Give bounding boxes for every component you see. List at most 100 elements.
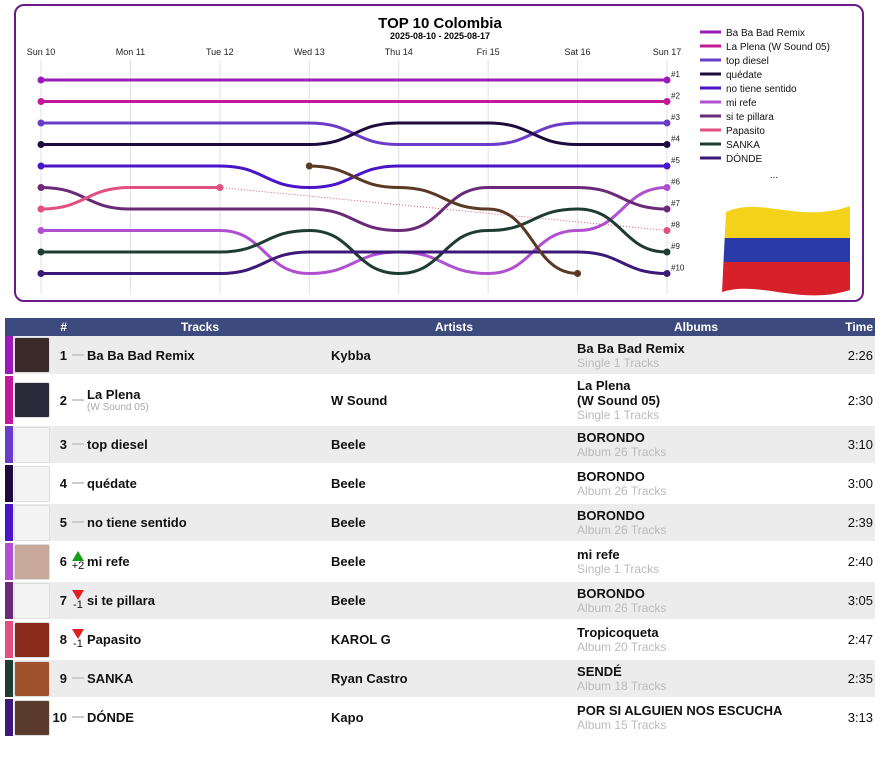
album-title[interactable]: SENDÉ xyxy=(577,664,622,679)
artist-cell[interactable]: Beele xyxy=(331,542,578,582)
track-title[interactable]: mi refe xyxy=(87,554,130,569)
album-title[interactable]: mi refe xyxy=(577,547,620,562)
album-cell[interactable]: POR SI ALGUIEN NOS ESCUCHA Album 15 Track… xyxy=(577,698,816,738)
artist-cell[interactable]: Ryan Castro xyxy=(331,659,578,699)
album-cover-icon[interactable] xyxy=(14,621,50,658)
artist-cell[interactable]: Beele xyxy=(331,581,578,621)
x-tick-label: Wed 13 xyxy=(294,47,325,57)
album-cell[interactable]: BORONDO Album 26 Tracks xyxy=(577,464,816,504)
track-cell[interactable]: si te pillara xyxy=(87,581,332,621)
artist-cell[interactable]: Beele xyxy=(331,425,578,465)
track-cell[interactable]: DÓNDE xyxy=(87,698,332,738)
table-row[interactable]: 3 top diesel Beele BORONDO Album 26 Tracks 3:… xyxy=(5,425,876,465)
artist-cell[interactable]: Beele xyxy=(331,464,578,504)
album-cell[interactable]: mi refe Single 1 Tracks xyxy=(577,542,816,582)
track-title[interactable]: quédate xyxy=(87,476,137,491)
album-cover-icon[interactable] xyxy=(14,337,50,373)
table-row[interactable]: 6 +2 mi refe Beele mi refe Single 1 Tracks 2:4… xyxy=(5,542,876,582)
album-cell[interactable]: Ba Ba Bad Remix Single 1 Tracks xyxy=(577,336,816,376)
album-cover-icon[interactable] xyxy=(14,699,50,736)
track-title[interactable]: si te pillara xyxy=(87,593,155,608)
album-cover-icon[interactable] xyxy=(14,582,50,619)
album-info: Album 26 Tracks xyxy=(577,601,667,615)
track-cell[interactable]: Papasito xyxy=(87,620,332,660)
album-title[interactable]: Ba Ba Bad Remix xyxy=(577,340,685,356)
album-cell[interactable]: Tropicoqueta Album 20 Tracks xyxy=(577,620,816,660)
ranking-table: # Tracks Artists Albums Time 1 Ba Ba Bad … xyxy=(5,318,876,738)
table-row[interactable]: 9 SANKA Ryan Castro SENDÉ Album 18 Tracks 2:3… xyxy=(5,659,876,699)
row-color-stripe xyxy=(5,464,13,504)
artist-cell[interactable]: KAROL G xyxy=(331,620,578,660)
album-thumb-cell xyxy=(13,464,51,504)
artist-name[interactable]: Kapo xyxy=(331,710,364,725)
album-cover-icon[interactable] xyxy=(14,426,50,463)
album-title[interactable]: POR SI ALGUIEN NOS ESCUCHA xyxy=(577,703,783,718)
table-row[interactable]: 2 La Plena (W Sound 05) W Sound La Plena (W … xyxy=(5,375,876,426)
track-title[interactable]: top diesel xyxy=(87,437,148,452)
album-cover-icon[interactable] xyxy=(14,504,50,541)
artist-name[interactable]: Beele xyxy=(331,554,366,569)
track-title[interactable]: Papasito xyxy=(87,632,142,647)
artist-name[interactable]: Ryan Castro xyxy=(331,671,408,686)
album-cell[interactable]: BORONDO Album 26 Tracks xyxy=(577,425,816,465)
track-cell[interactable]: no tiene sentido xyxy=(87,503,332,543)
track-title[interactable]: DÓNDE xyxy=(87,710,134,725)
album-title[interactable]: BORONDO xyxy=(577,430,645,445)
album-thumb-cell xyxy=(13,620,51,660)
album-cover-icon[interactable] xyxy=(14,660,50,697)
artist-name[interactable]: W Sound xyxy=(331,392,388,408)
artist-cell[interactable]: Kapo xyxy=(331,698,578,738)
album-cover-icon[interactable] xyxy=(14,465,50,502)
album-cell[interactable]: SENDÉ Album 18 Tracks xyxy=(577,659,816,699)
artist-name[interactable]: Beele xyxy=(331,476,366,491)
track-cell[interactable]: quédate xyxy=(87,464,332,504)
track-cell[interactable]: Ba Ba Bad Remix xyxy=(87,336,332,376)
track-title[interactable]: Ba Ba Bad Remix xyxy=(87,347,195,363)
series-line xyxy=(40,185,668,233)
track-title[interactable]: La Plena xyxy=(87,387,141,402)
table-row[interactable]: 1 Ba Ba Bad Remix Kybba Ba Ba Bad Remix Sing… xyxy=(5,336,876,376)
artist-name[interactable]: Beele xyxy=(331,515,366,530)
artist-name[interactable]: Beele xyxy=(331,437,366,452)
track-title[interactable]: no tiene sentido xyxy=(87,515,187,530)
artist-name[interactable]: Kybba xyxy=(331,347,371,363)
album-info: Album 18 Tracks xyxy=(577,679,667,693)
album-cover-icon[interactable] xyxy=(14,543,50,580)
album-cell[interactable]: BORONDO Album 26 Tracks xyxy=(577,581,816,621)
artist-name[interactable]: KAROL G xyxy=(331,632,391,647)
artist-name[interactable]: Beele xyxy=(331,593,366,608)
album-title[interactable]: Tropicoqueta xyxy=(577,625,659,640)
track-title[interactable]: SANKA xyxy=(87,671,134,686)
x-tick-label: Sun 17 xyxy=(653,47,682,57)
album-thumb-cell xyxy=(13,542,51,582)
row-color-stripe xyxy=(5,375,13,426)
album-title[interactable]: La Plena (W Sound 05) xyxy=(577,378,661,408)
x-tick-label: Tue 12 xyxy=(206,47,234,57)
series-point xyxy=(663,141,671,148)
artist-cell[interactable]: Kybba xyxy=(331,336,578,376)
artist-cell[interactable]: Beele xyxy=(331,503,578,543)
album-title[interactable]: BORONDO xyxy=(577,508,645,523)
album-title[interactable]: BORONDO xyxy=(577,469,645,484)
album-title[interactable]: BORONDO xyxy=(577,586,645,601)
table-row[interactable]: 4 quédate Beele BORONDO Album 26 Tracks 3:00 xyxy=(5,464,876,504)
album-thumb-cell xyxy=(13,659,51,699)
track-cell[interactable]: top diesel xyxy=(87,425,332,465)
table-row[interactable]: 7 -1 si te pillara Beele BORONDO Album 26 Tra… xyxy=(5,581,876,621)
rank-position: 4 xyxy=(51,464,70,504)
trend-same-icon xyxy=(72,353,85,356)
album-thumb-cell xyxy=(13,698,51,738)
track-duration: 2:26 xyxy=(815,336,876,376)
table-row[interactable]: 8 -1 Papasito KAROL G Tropicoqueta Album 20 T… xyxy=(5,620,876,660)
album-cell[interactable]: BORONDO Album 26 Tracks xyxy=(577,503,816,543)
table-row[interactable]: 10 DÓNDE Kapo POR SI ALGUIEN NOS ESCUCHA Alb… xyxy=(5,698,876,738)
album-cover-icon[interactable] xyxy=(14,382,50,418)
track-cell[interactable]: SANKA xyxy=(87,659,332,699)
x-tick-label: Thu 14 xyxy=(385,47,413,57)
header-albums: Albums xyxy=(577,318,816,336)
album-cell[interactable]: La Plena (W Sound 05) Single 1 Tracks xyxy=(577,375,816,426)
track-cell[interactable]: La Plena (W Sound 05) xyxy=(87,375,332,426)
artist-cell[interactable]: W Sound xyxy=(331,375,578,426)
table-row[interactable]: 5 no tiene sentido Beele BORONDO Album 26 Tr… xyxy=(5,503,876,543)
track-cell[interactable]: mi refe xyxy=(87,542,332,582)
